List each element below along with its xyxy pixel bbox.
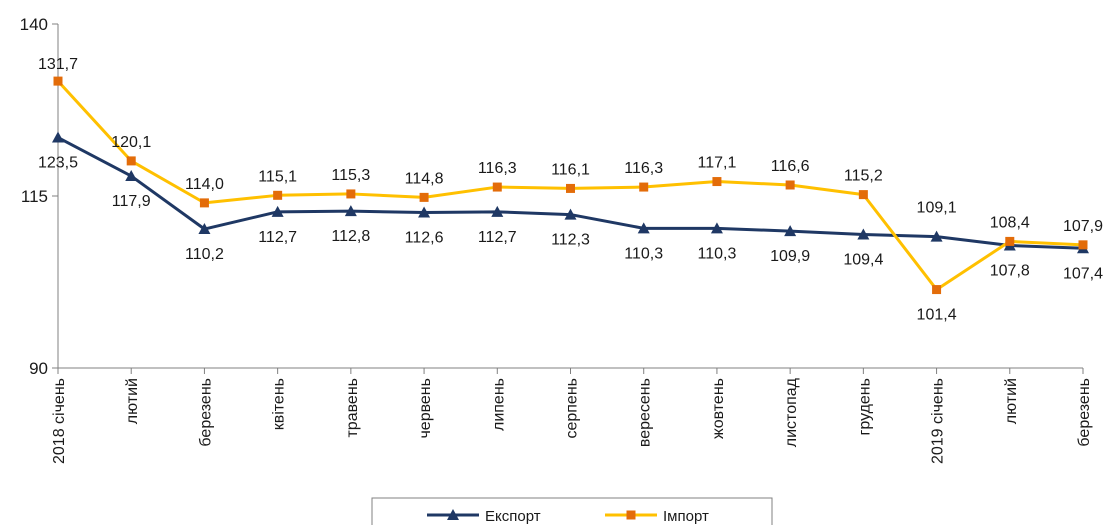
data-label-import: 131,7 (38, 56, 78, 73)
data-point-import (199, 198, 209, 208)
data-label-import: 120,1 (111, 134, 151, 151)
data-point-import (126, 156, 136, 166)
x-tick-label: жовтень (710, 378, 727, 439)
data-labels: 123,5 131,7 117,9 120,1 110,2 114,0 112,7 115,1… (38, 56, 1103, 323)
data-point-import (566, 183, 575, 193)
data-point-import (53, 76, 63, 86)
data-label-export: 109,1 (917, 200, 957, 217)
data-point-import (346, 189, 356, 199)
data-label-export: 112,7 (478, 229, 517, 246)
data-label-export: 117,9 (112, 193, 151, 210)
data-point-import (273, 190, 283, 200)
data-point-export (564, 208, 577, 220)
data-label-import: 116,6 (771, 158, 810, 175)
data-label-import: 115,1 (258, 168, 297, 185)
data-point-import (1078, 240, 1088, 250)
x-tick-label: листопад (783, 377, 800, 447)
data-label-import: 116,3 (624, 160, 663, 177)
data-point-export (784, 225, 797, 237)
data-label-import: 114,8 (405, 170, 444, 187)
data-label-export: 112,3 (551, 232, 590, 249)
data-point-export (637, 222, 650, 234)
data-label-export: 123,5 (38, 155, 78, 172)
data-point-import (785, 180, 795, 190)
x-tick-label: грудень (856, 378, 873, 435)
x-tick-label: травень (344, 378, 361, 438)
data-label-import: 108,4 (990, 214, 1030, 231)
data-point-export (857, 228, 870, 240)
x-tick-label: серпень (564, 378, 581, 439)
data-point-export (418, 206, 431, 218)
data-point-export (491, 205, 504, 217)
data-point-export (125, 170, 138, 182)
data-label-import: 117,1 (697, 155, 736, 172)
legend-box (371, 497, 773, 525)
data-label-import: 116,3 (478, 160, 517, 177)
data-point-export (198, 223, 211, 235)
legend: Експорт Імпорт (371, 497, 773, 525)
x-tick-label: вересень (637, 378, 654, 447)
data-point-import (419, 192, 429, 202)
data-label-export: 112,8 (331, 228, 370, 245)
x-tick-label: 2018 січень (51, 378, 68, 464)
data-point-export (710, 222, 723, 234)
data-label-import: 116,1 (551, 161, 590, 178)
data-point-export (930, 230, 943, 242)
x-tick-label: березень (1076, 378, 1093, 447)
y-tick-label: 115 (21, 187, 48, 206)
series-layer (52, 76, 1089, 295)
data-label-export: 110,3 (697, 245, 736, 262)
data-label-import: 115,2 (844, 168, 883, 185)
x-tick-label: квітень (271, 378, 288, 430)
x-tick-label: 2019 січень (930, 378, 947, 464)
data-label-export: 109,4 (843, 252, 883, 269)
axes: 90 115 140 2018 січень лютий березень квітень т… (20, 15, 1093, 464)
legend-marker (626, 510, 636, 520)
data-label-export: 112,6 (405, 230, 444, 247)
data-label-import: 107,9 (1063, 218, 1103, 235)
data-point-import (932, 285, 942, 295)
y-tick-label: 140 (20, 15, 48, 34)
data-point-export (271, 205, 284, 217)
y-tick-label: 90 (29, 359, 48, 378)
data-point-import (858, 190, 868, 200)
data-point-import (492, 182, 502, 192)
data-label-export: 107,8 (990, 263, 1030, 280)
data-label-import: 114,0 (185, 176, 224, 193)
data-point-import (639, 182, 649, 192)
data-label-export: 109,9 (770, 248, 810, 265)
x-tick-label: лютий (124, 378, 141, 424)
data-point-import (712, 177, 722, 187)
x-tick-label: червень (417, 378, 434, 439)
data-point-import (1005, 236, 1015, 246)
data-label-export: 110,2 (185, 246, 224, 263)
data-label-import: 101,4 (917, 307, 957, 324)
legend-label-export: Експорт (485, 508, 541, 525)
data-label-export: 107,4 (1063, 265, 1103, 282)
x-tick-label: лютий (1003, 378, 1020, 424)
data-label-export: 110,3 (624, 245, 663, 262)
data-point-export (52, 131, 64, 143)
data-point-export (344, 205, 357, 217)
x-tick-label: березень (197, 378, 214, 447)
data-label-import: 115,3 (331, 167, 370, 184)
x-tick-label: липень (490, 378, 507, 431)
legend-marker (447, 509, 459, 520)
legend-label-import: Імпорт (663, 508, 709, 525)
data-label-export: 112,7 (258, 229, 297, 246)
